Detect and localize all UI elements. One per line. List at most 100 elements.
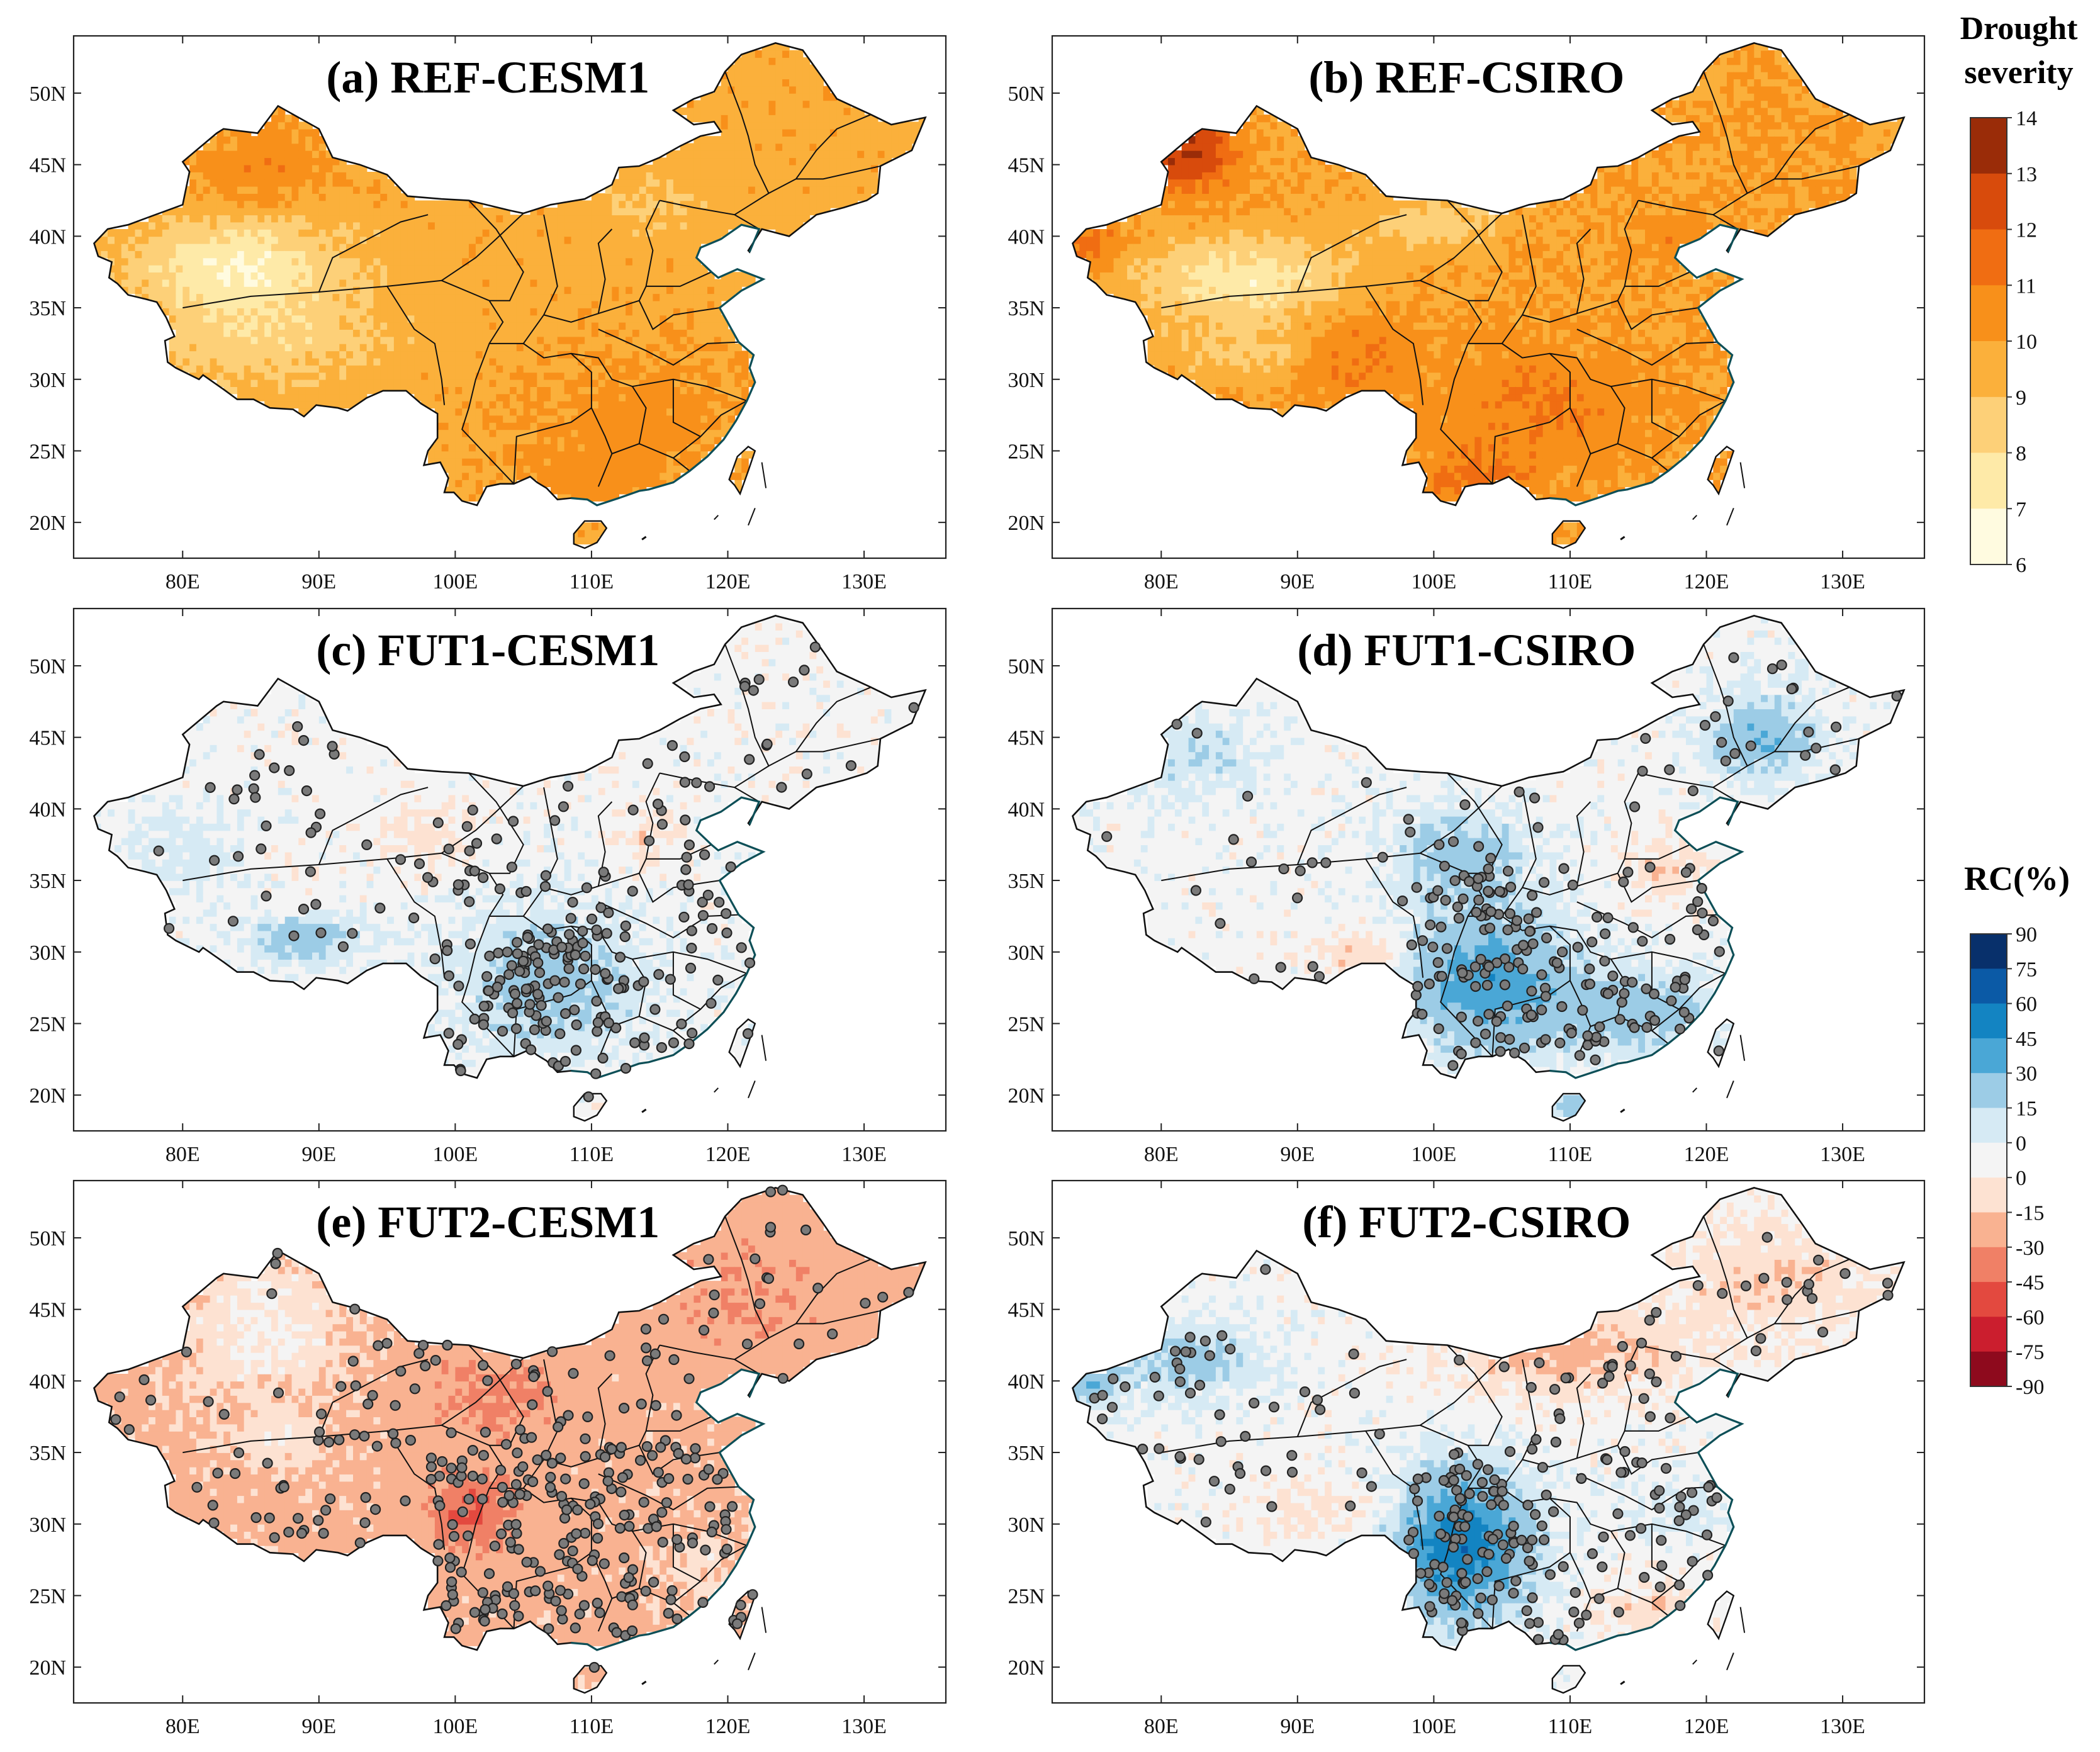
station-dot [827, 1328, 838, 1340]
station-dot [320, 1505, 332, 1516]
station-dot [543, 1623, 554, 1634]
station-dot [513, 1544, 524, 1555]
station-dot [422, 872, 434, 883]
station-dot [400, 1495, 411, 1507]
x-tick-label: 80E [166, 1143, 200, 1166]
station-dot [261, 890, 272, 902]
station-dot [512, 948, 523, 960]
station-dot [650, 1400, 661, 1411]
station-dot [250, 792, 261, 803]
station-dot [559, 1008, 571, 1019]
station-dot [599, 1451, 611, 1463]
station-dot [446, 1427, 457, 1439]
station-dot [510, 1023, 522, 1035]
panel-title: (b) REF-CSIRO [1308, 52, 1624, 103]
station-dot [809, 641, 821, 653]
station-dot [1548, 1506, 1559, 1517]
y-tick-label: 20N [29, 1084, 66, 1108]
station-dot [522, 931, 533, 943]
station-dot [1665, 1412, 1676, 1424]
station-dot [262, 1457, 273, 1469]
station-dot [305, 866, 316, 877]
station-dot [1200, 1517, 1211, 1528]
station-dot [748, 685, 759, 696]
station-dot [1707, 915, 1719, 927]
station-dot [562, 780, 574, 792]
station-dot [656, 819, 668, 830]
station-dot [1473, 841, 1485, 852]
station-dot [1807, 1293, 1818, 1304]
station-dot [1475, 1592, 1486, 1603]
station-dot [1278, 863, 1289, 875]
station-dot [1586, 936, 1598, 948]
station-dot [1215, 918, 1226, 929]
station-dot [1483, 1008, 1495, 1020]
station-dot [1529, 792, 1541, 804]
station-dot [1637, 765, 1648, 777]
colorbar-swatch [1970, 1142, 2007, 1178]
station-dot [1266, 1501, 1277, 1512]
x-tick-label: 100E [1411, 1143, 1456, 1166]
colorbar-swatch [1970, 969, 2007, 1004]
station-dot [138, 1374, 150, 1386]
station-dot [1755, 1333, 1766, 1344]
station-dot [1656, 1560, 1668, 1571]
station-dot [1607, 970, 1619, 982]
station-dot [590, 1068, 602, 1079]
station-dot [1311, 1395, 1323, 1406]
station-dot [1184, 1388, 1196, 1399]
station-dot [507, 1007, 519, 1019]
colorbar-swatch [1970, 341, 2007, 398]
station-dot [491, 981, 503, 993]
station-dot [430, 1355, 441, 1366]
station-dot [620, 1062, 632, 1074]
station-dot [476, 1473, 488, 1485]
station-dot [597, 1052, 609, 1064]
y-tick-label: 45N [29, 727, 66, 750]
station-dot [191, 1481, 203, 1493]
colorbar-swatch [1970, 1073, 2007, 1109]
station-dot [467, 1445, 478, 1456]
station-dot [1348, 1348, 1359, 1360]
station-dot [1817, 1327, 1829, 1338]
station-dot [145, 1395, 157, 1406]
station-dot [478, 1450, 490, 1461]
station-dot [432, 1555, 444, 1566]
station-dot [1240, 1430, 1251, 1442]
station-dot [592, 1518, 604, 1529]
station-dot [1680, 1509, 1692, 1520]
station-dot [666, 1585, 678, 1597]
station-dot [801, 768, 812, 780]
station-dot [556, 1605, 567, 1616]
station-dot [539, 880, 551, 892]
station-dot [1459, 1521, 1471, 1532]
station-dot [284, 765, 295, 777]
gridded-field [94, 1188, 926, 1690]
station-dot [511, 997, 523, 1009]
station-markers [1101, 652, 1902, 1071]
hainan-outline [573, 520, 608, 549]
station-dot [578, 1478, 590, 1490]
y-tick-label: 20N [1008, 512, 1045, 535]
station-dot [1097, 1390, 1108, 1401]
station-dot [1687, 1556, 1698, 1567]
station-dot [1403, 1534, 1415, 1546]
station-dot [1532, 1617, 1544, 1628]
station-dot [793, 1338, 805, 1350]
station-dot [668, 1037, 680, 1048]
station-dot [1410, 989, 1422, 1001]
station-dot [360, 1491, 371, 1503]
station-dot [1581, 1609, 1592, 1620]
station-dot [448, 1530, 460, 1542]
station-dot [1666, 995, 1677, 1006]
station-dot [1454, 1354, 1465, 1366]
x-tick-label: 110E [1548, 1715, 1593, 1738]
station-dot [1624, 1530, 1636, 1541]
station-dot [1464, 1488, 1475, 1500]
station-dot [1539, 1534, 1550, 1546]
axis-ticks: 80E 90E 100E 110E 120E 130E 50N 45N 40N 35N 30N 25N… [1008, 609, 1924, 1166]
station-dot [1556, 1001, 1568, 1013]
x-tick-label: 80E [166, 570, 200, 593]
y-tick-label: 40N [1008, 225, 1045, 249]
x-tick-label: 110E [1548, 1143, 1593, 1166]
